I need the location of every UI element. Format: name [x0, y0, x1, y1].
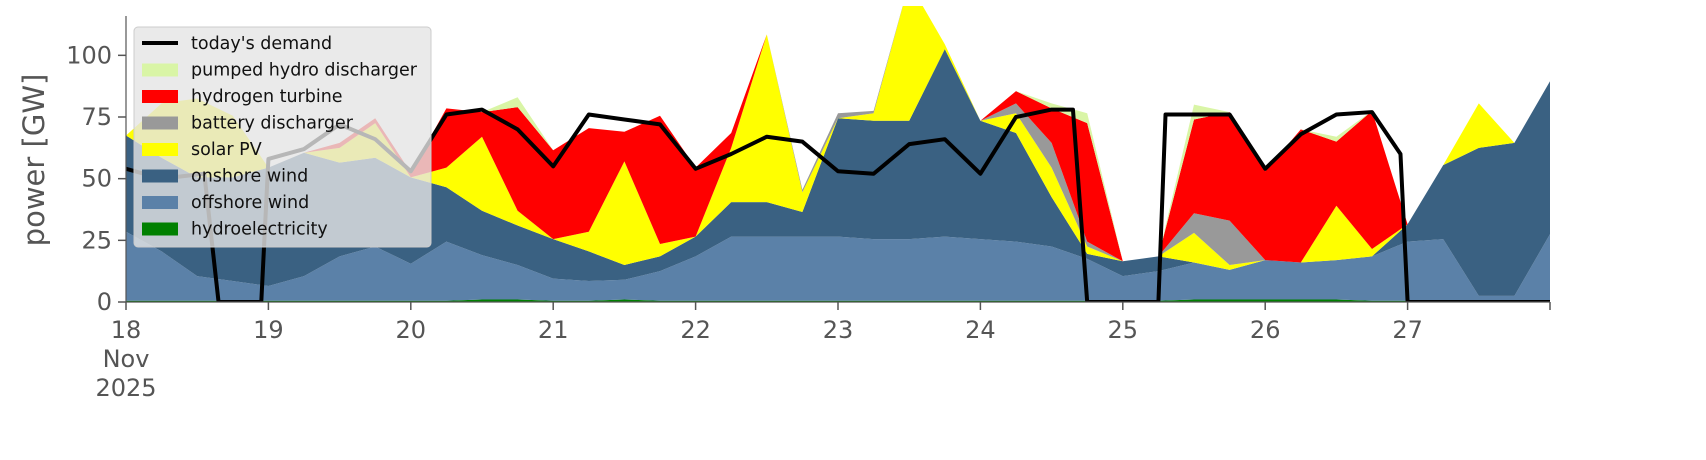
x-tick-label: 27	[1392, 316, 1423, 344]
area-hydrogen-turbine	[126, 6, 1550, 263]
x-tick-label: 21	[538, 316, 569, 344]
legend-box	[133, 26, 432, 248]
legend: today's demand pumped hydro discharger hyd…	[133, 26, 432, 248]
legend-label: offshore wind	[191, 193, 309, 213]
x-tick-label: 2025	[95, 374, 156, 402]
legend-label: hydrogen turbine	[191, 87, 343, 107]
legend-label: onshore wind	[191, 167, 308, 187]
area-solar-pv	[126, 6, 1550, 270]
y-tick-label: 25	[81, 226, 112, 254]
legend-label: pumped hydro discharger	[191, 61, 418, 81]
legend-label: battery discharger	[191, 114, 354, 134]
y-tick-label: 0	[97, 288, 112, 316]
area-offshore-wind	[126, 231, 1550, 301]
legend-label: today's demand	[191, 34, 332, 54]
y-axis-title: power [GW]	[17, 74, 51, 247]
legend-swatch-solar-pv	[142, 143, 178, 156]
legend-swatch-hydroelectricity	[142, 222, 178, 236]
legend-swatch-onshore-wind	[142, 169, 178, 183]
x-tick-label: Nov	[103, 345, 150, 373]
legend-swatch-battery-discharger	[142, 116, 178, 130]
x-tick-label: 19	[253, 316, 284, 344]
x-tick-label: 24	[965, 316, 996, 344]
x-tick-label: 18	[111, 316, 142, 344]
y-tick-label: 50	[81, 165, 112, 193]
legend-swatch-offshore-wind	[142, 196, 178, 209]
x-tick-label: 25	[1108, 316, 1139, 344]
legend-label: hydroelectricity	[191, 220, 328, 240]
x-tick-label: 22	[680, 316, 711, 344]
y-tick-label: 100	[66, 41, 112, 69]
x-tick-label: 20	[396, 316, 427, 344]
x-tick-label: 23	[823, 316, 854, 344]
legend-label: solar PV	[191, 140, 262, 160]
legend-swatch-hydrogen-turbine	[142, 90, 178, 103]
y-tick-label: 75	[81, 103, 112, 131]
legend-swatch-pumped-hydro-discharger	[142, 63, 178, 77]
x-tick-label: 26	[1250, 316, 1281, 344]
